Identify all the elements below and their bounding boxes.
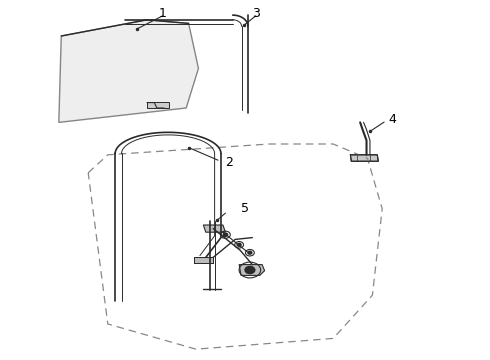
Polygon shape bbox=[194, 257, 213, 263]
Circle shape bbox=[223, 233, 227, 237]
Circle shape bbox=[237, 243, 241, 246]
Polygon shape bbox=[59, 20, 198, 122]
Polygon shape bbox=[203, 225, 225, 232]
Text: 2: 2 bbox=[225, 156, 233, 169]
Polygon shape bbox=[147, 102, 169, 108]
Circle shape bbox=[248, 251, 252, 254]
Circle shape bbox=[245, 266, 255, 274]
Text: 5: 5 bbox=[241, 202, 249, 215]
Polygon shape bbox=[239, 265, 265, 275]
Text: 1: 1 bbox=[159, 7, 167, 20]
Text: 3: 3 bbox=[252, 7, 260, 20]
Polygon shape bbox=[350, 155, 378, 161]
Text: 4: 4 bbox=[388, 113, 396, 126]
